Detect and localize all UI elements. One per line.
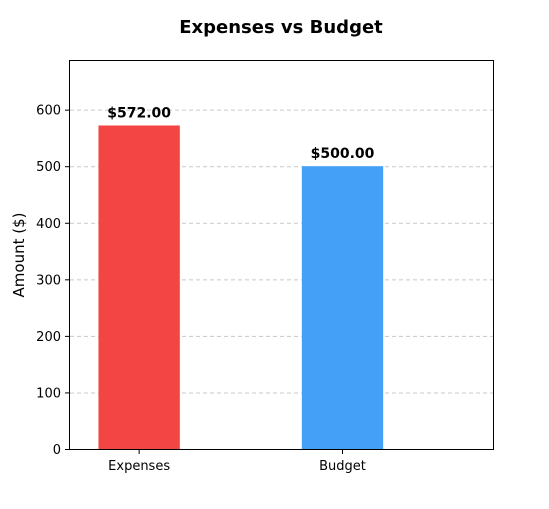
value-labels: $572.00 $500.00 — [107, 105, 374, 162]
chart-title: Expenses vs Budget — [179, 17, 383, 38]
y-tick-label: 0 — [53, 443, 61, 458]
x-axis-ticks: Expenses Budget — [108, 449, 366, 474]
bar-budget — [301, 166, 384, 449]
y-tick-label: 300 — [36, 273, 61, 288]
bar-expenses — [98, 125, 180, 449]
plot-frame — [69, 60, 494, 450]
y-tick-label: 600 — [36, 104, 61, 119]
y-axis-label: Amount ($) — [10, 213, 28, 298]
bars — [98, 125, 384, 449]
y-tick-label: 200 — [36, 330, 61, 345]
y-tick-label: 100 — [36, 386, 61, 401]
x-tick-label: Budget — [319, 459, 366, 474]
y-tick-label: 500 — [36, 160, 61, 175]
y-tick-label: 400 — [36, 217, 61, 232]
value-label: $572.00 — [107, 105, 171, 121]
value-label: $500.00 — [311, 146, 375, 162]
y-axis-ticks: 0 100 200 300 400 500 600 — [36, 104, 70, 458]
x-tick-label: Expenses — [108, 459, 170, 474]
